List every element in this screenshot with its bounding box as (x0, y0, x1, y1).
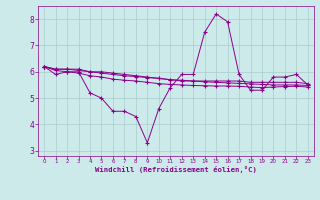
X-axis label: Windchill (Refroidissement éolien,°C): Windchill (Refroidissement éolien,°C) (95, 166, 257, 173)
